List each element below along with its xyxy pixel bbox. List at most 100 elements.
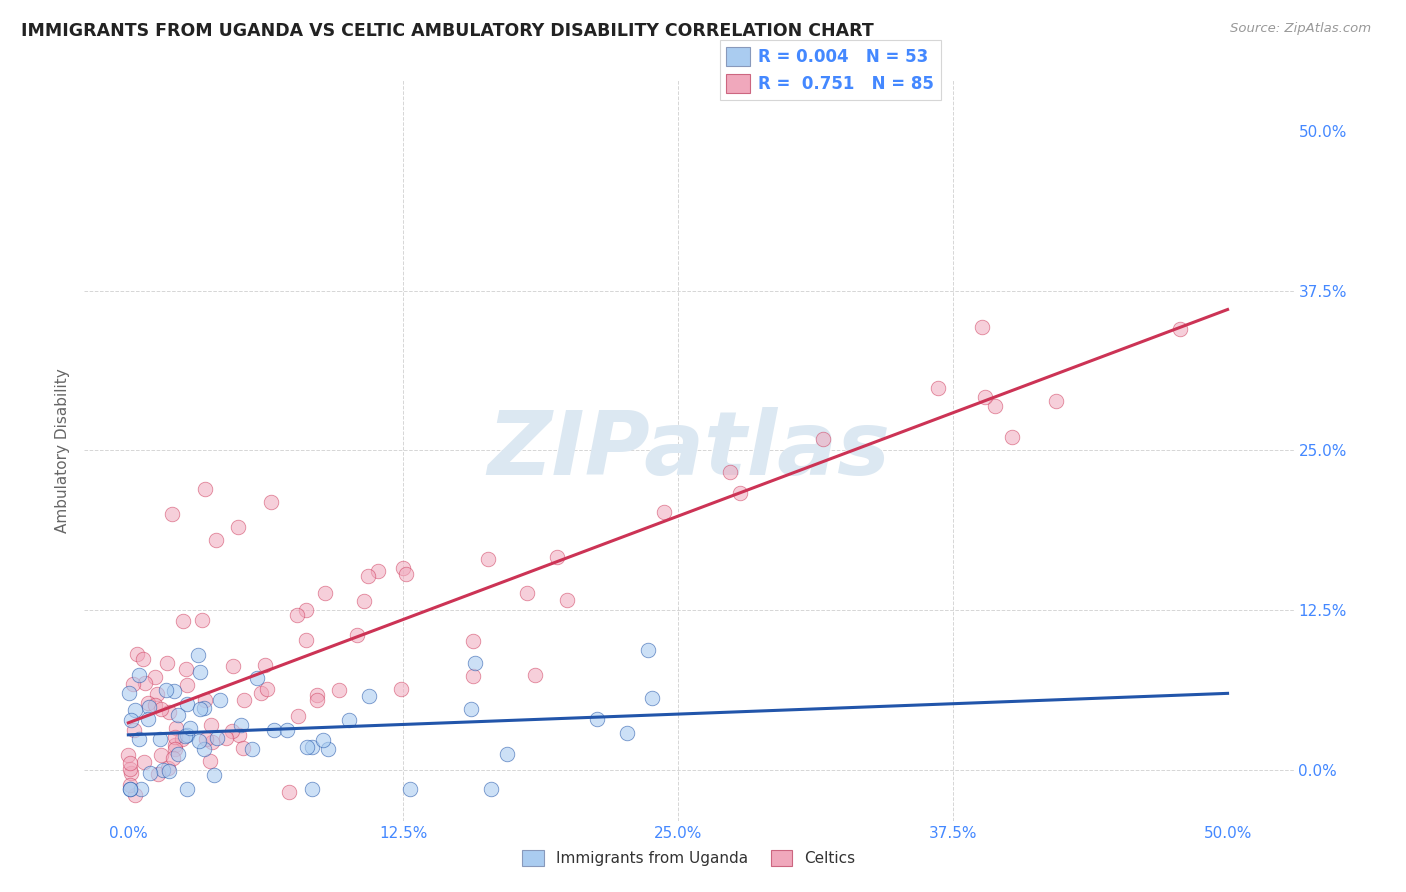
- Point: [616, 725, 638, 739]
- Point: [162, 508, 184, 522]
- Point: [208, 693, 231, 707]
- Point: [193, 741, 215, 756]
- Point: [301, 781, 323, 796]
- Point: [188, 701, 211, 715]
- Point: [165, 742, 187, 756]
- Point: [307, 692, 329, 706]
- Point: [295, 739, 318, 754]
- Point: [165, 722, 187, 736]
- Point: [260, 494, 283, 508]
- Point: [188, 733, 211, 747]
- Y-axis label: Ambulatory Disability: Ambulatory Disability: [55, 368, 70, 533]
- Point: [148, 767, 170, 781]
- Point: [134, 675, 156, 690]
- Point: [463, 634, 485, 648]
- Point: [927, 381, 949, 395]
- Point: [134, 755, 156, 769]
- Point: [337, 714, 360, 728]
- Point: [305, 688, 328, 702]
- Point: [460, 702, 482, 716]
- Point: [586, 712, 609, 726]
- Point: [143, 698, 166, 713]
- Point: [328, 682, 350, 697]
- Point: [198, 754, 221, 768]
- Point: [128, 732, 150, 747]
- Point: [170, 731, 193, 746]
- Point: [124, 703, 146, 717]
- Point: [285, 608, 308, 623]
- Point: [132, 652, 155, 666]
- Point: [200, 717, 222, 731]
- Point: [246, 671, 269, 685]
- Point: [228, 727, 250, 741]
- Point: [173, 729, 195, 743]
- Text: IMMIGRANTS FROM UGANDA VS CELTIC AMBULATORY DISABILITY CORRELATION CHART: IMMIGRANTS FROM UGANDA VS CELTIC AMBULAT…: [21, 22, 875, 40]
- Point: [496, 747, 519, 762]
- Point: [240, 742, 263, 756]
- Point: [357, 689, 380, 703]
- Point: [395, 566, 418, 581]
- Point: [163, 684, 186, 698]
- Point: [811, 432, 834, 446]
- Point: [146, 687, 169, 701]
- Point: [187, 648, 209, 663]
- Point: [295, 632, 318, 647]
- Point: [163, 730, 186, 744]
- Point: [172, 614, 194, 628]
- Point: [287, 709, 309, 723]
- Point: [139, 765, 162, 780]
- Point: [226, 520, 249, 534]
- Point: [233, 692, 256, 706]
- Point: [477, 552, 499, 566]
- Point: [136, 697, 159, 711]
- Point: [250, 686, 273, 700]
- Point: [202, 768, 225, 782]
- Point: [221, 659, 243, 673]
- Point: [176, 697, 198, 711]
- Point: [461, 668, 484, 682]
- Point: [295, 603, 318, 617]
- Point: [117, 748, 139, 763]
- Point: [174, 662, 197, 676]
- Point: [128, 668, 150, 682]
- Point: [152, 764, 174, 778]
- Point: [232, 741, 254, 756]
- Point: [162, 751, 184, 765]
- Point: [150, 747, 173, 762]
- Point: [176, 678, 198, 692]
- Point: [124, 788, 146, 802]
- Point: [555, 593, 578, 607]
- Point: [176, 728, 198, 742]
- Point: [728, 486, 751, 500]
- Point: [546, 550, 568, 565]
- Point: [312, 732, 335, 747]
- Point: [1168, 322, 1191, 336]
- Point: [118, 778, 141, 792]
- Point: [276, 723, 298, 738]
- Point: [118, 781, 141, 796]
- Point: [120, 766, 142, 780]
- Point: [353, 593, 375, 607]
- Point: [159, 706, 181, 720]
- Point: [652, 505, 675, 519]
- Point: [201, 735, 224, 749]
- Point: [515, 585, 537, 599]
- Point: [398, 781, 420, 796]
- Point: [129, 781, 152, 796]
- Point: [118, 756, 141, 771]
- Text: Source: ZipAtlas.com: Source: ZipAtlas.com: [1230, 22, 1371, 36]
- Point: [231, 718, 253, 732]
- Point: [150, 701, 173, 715]
- Point: [138, 700, 160, 714]
- Point: [194, 731, 217, 746]
- Point: [718, 465, 741, 479]
- Point: [149, 731, 172, 746]
- Point: [120, 713, 142, 727]
- Point: [357, 568, 380, 582]
- Point: [127, 648, 149, 662]
- Point: [301, 740, 323, 755]
- Point: [156, 657, 179, 671]
- Point: [464, 657, 486, 671]
- Legend: Immigrants from Uganda, Celtics: Immigrants from Uganda, Celtics: [516, 844, 862, 872]
- Point: [122, 677, 145, 691]
